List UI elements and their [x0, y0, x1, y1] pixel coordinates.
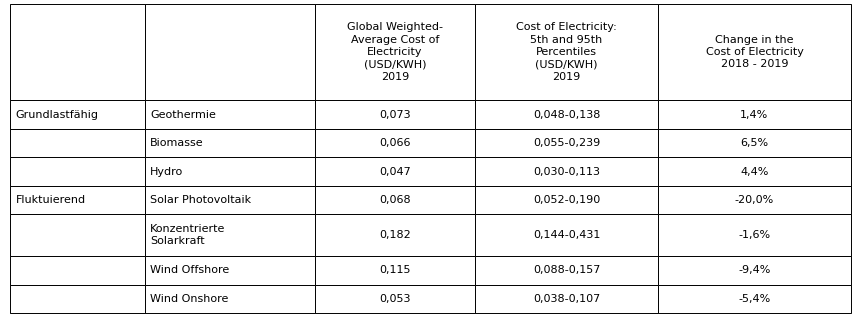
Text: Wind Onshore: Wind Onshore: [150, 294, 228, 304]
Bar: [314, 214, 475, 256]
Bar: [314, 4, 475, 100]
Text: -5,4%: -5,4%: [739, 294, 771, 304]
Text: 0,073: 0,073: [379, 110, 411, 120]
Bar: [10, 186, 145, 214]
Text: Konzentrierte
Solarkraft: Konzentrierte Solarkraft: [150, 224, 226, 247]
Bar: [10, 256, 145, 285]
Text: Hydro: Hydro: [150, 167, 183, 177]
Text: Biomasse: Biomasse: [150, 138, 204, 148]
Bar: [314, 256, 475, 285]
Text: 0,088-0,157: 0,088-0,157: [533, 265, 600, 275]
Bar: [145, 256, 314, 285]
Bar: [658, 186, 851, 214]
Text: -9,4%: -9,4%: [738, 265, 771, 275]
Bar: [314, 186, 475, 214]
Text: 0,053: 0,053: [379, 294, 411, 304]
Bar: [145, 285, 314, 313]
Bar: [314, 129, 475, 157]
Bar: [10, 157, 145, 186]
Text: 0,052-0,190: 0,052-0,190: [533, 195, 600, 205]
Bar: [145, 214, 314, 256]
Text: 0,068: 0,068: [379, 195, 411, 205]
Bar: [10, 214, 145, 256]
Bar: [10, 100, 145, 129]
Text: Global Weighted-
Average Cost of
Electricity
(USD/KWH)
2019: Global Weighted- Average Cost of Electri…: [347, 22, 443, 82]
Bar: [658, 100, 851, 129]
Bar: [658, 129, 851, 157]
Bar: [314, 100, 475, 129]
Bar: [658, 214, 851, 256]
Bar: [658, 285, 851, 313]
Text: 4,4%: 4,4%: [740, 167, 769, 177]
Bar: [10, 285, 145, 313]
Text: -1,6%: -1,6%: [739, 230, 771, 240]
Bar: [658, 256, 851, 285]
Text: Change in the
Cost of Electricity
2018 - 2019: Change in the Cost of Electricity 2018 -…: [705, 35, 803, 69]
Text: 0,030-0,113: 0,030-0,113: [533, 167, 600, 177]
Bar: [475, 214, 658, 256]
Text: Solar Photovoltaik: Solar Photovoltaik: [150, 195, 251, 205]
Bar: [658, 157, 851, 186]
Bar: [475, 285, 658, 313]
Text: -20,0%: -20,0%: [734, 195, 774, 205]
Bar: [475, 100, 658, 129]
Text: 6,5%: 6,5%: [740, 138, 769, 148]
Bar: [145, 157, 314, 186]
Bar: [314, 157, 475, 186]
Bar: [475, 256, 658, 285]
Text: 0,038-0,107: 0,038-0,107: [533, 294, 600, 304]
Text: 0,055-0,239: 0,055-0,239: [533, 138, 600, 148]
Bar: [10, 129, 145, 157]
Bar: [475, 157, 658, 186]
Bar: [145, 4, 314, 100]
Bar: [314, 285, 475, 313]
Text: 0,144-0,431: 0,144-0,431: [533, 230, 600, 240]
Bar: [475, 4, 658, 100]
Text: Wind Offshore: Wind Offshore: [150, 265, 230, 275]
Text: 0,115: 0,115: [379, 265, 411, 275]
Text: 1,4%: 1,4%: [740, 110, 769, 120]
Text: Fluktuierend: Fluktuierend: [15, 195, 85, 205]
Text: 0,047: 0,047: [379, 167, 411, 177]
Bar: [10, 4, 145, 100]
Bar: [475, 186, 658, 214]
Bar: [475, 129, 658, 157]
Bar: [145, 129, 314, 157]
Text: 0,048-0,138: 0,048-0,138: [533, 110, 600, 120]
Text: Geothermie: Geothermie: [150, 110, 216, 120]
Bar: [145, 100, 314, 129]
Text: Grundlastfähig: Grundlastfähig: [15, 110, 98, 120]
Text: 0,182: 0,182: [379, 230, 411, 240]
Bar: [145, 186, 314, 214]
Text: Cost of Electricity:
5th and 95th
Percentiles
(USD/KWH)
2019: Cost of Electricity: 5th and 95th Percen…: [517, 22, 617, 82]
Bar: [658, 4, 851, 100]
Text: 0,066: 0,066: [379, 138, 411, 148]
